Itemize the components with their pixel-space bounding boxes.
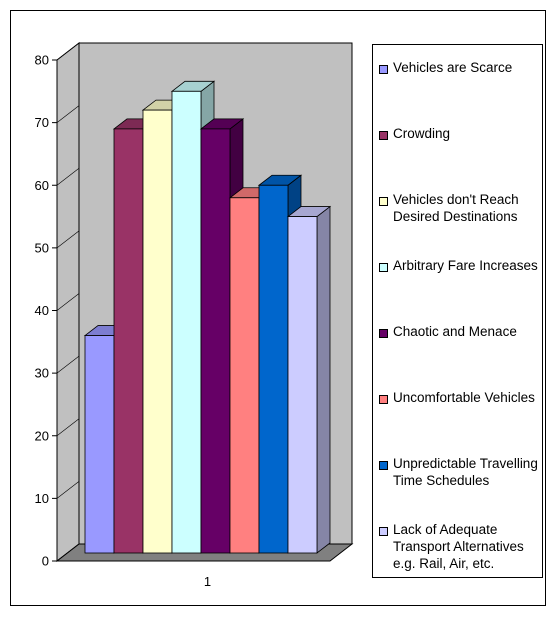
bar-front (287, 216, 318, 554)
bar-front (171, 90, 202, 554)
bar-front (84, 335, 115, 554)
y-tick-depth (56, 293, 80, 311)
legend-swatch (379, 131, 388, 140)
bar-front (113, 128, 144, 554)
bar-front (229, 197, 260, 554)
bar (286, 205, 332, 554)
legend-label: Arbitrary Fare Increases (393, 258, 538, 273)
legend-label: Unpredictable Travelling Time Schedules (393, 456, 538, 488)
legend-swatch (379, 329, 388, 338)
y-tick-label: 50 (35, 240, 49, 255)
legend-label: Chaotic and Menace (393, 324, 517, 339)
legend-swatch (379, 395, 388, 404)
y-tick-depth (56, 355, 80, 374)
y-tick-depth (56, 230, 80, 249)
y-tick-label: 0 (42, 554, 49, 569)
y-tick-depth (56, 42, 80, 61)
legend-swatch (379, 461, 388, 470)
legend-swatch (379, 527, 388, 536)
legend-swatch (379, 197, 388, 206)
y-tick-label: 20 (35, 428, 49, 443)
legend-label: Crowding (393, 126, 451, 141)
y-tick-label: 60 (35, 178, 49, 193)
bar-front (200, 128, 231, 554)
bars (83, 80, 332, 554)
y-tick-depth (56, 168, 80, 186)
y-tick-label: 40 (35, 303, 49, 318)
y-tick-label: 80 (35, 53, 49, 68)
legend-label: Vehicles are Scarce (393, 60, 513, 75)
legend-swatch (379, 65, 388, 74)
bar-side (316, 205, 331, 554)
bar-front (142, 109, 173, 554)
y-tick-label: 30 (35, 366, 49, 381)
bar-front (258, 184, 289, 554)
y-tick-depth (56, 418, 80, 436)
x-tick-label: 1 (204, 574, 211, 589)
legend-label: Lack of Adequate Transport Alternatives … (393, 522, 524, 571)
x-axis: 1 (52, 560, 330, 589)
y-tick-label: 10 (35, 491, 49, 506)
legend-swatch (379, 263, 388, 272)
legend: Vehicles are Scarce Crowding Vehicles don'… (372, 44, 543, 578)
y-axis: 0 10 20 30 40 50 60 70 80 (35, 42, 80, 569)
y-tick-depth (56, 543, 80, 562)
y-tick-depth (56, 481, 80, 499)
y-tick-depth (56, 105, 80, 123)
legend-label: Vehicles don't Reach Desired Destination… (393, 192, 519, 224)
legend-label: Uncomfortable Vehicles (393, 390, 535, 405)
y-tick-label: 70 (35, 115, 49, 130)
